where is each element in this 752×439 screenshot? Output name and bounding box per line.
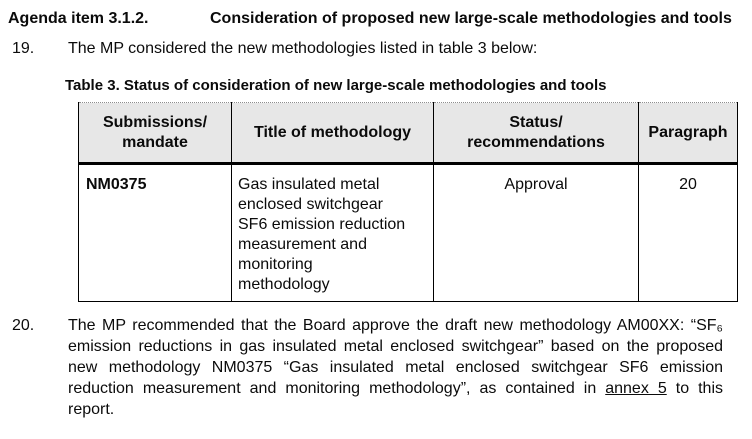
column-header-paragraph: Paragraph bbox=[638, 102, 738, 165]
cell-status-recommendation: Approval bbox=[433, 163, 639, 302]
agenda-item-title: Consideration of proposed new large-scal… bbox=[210, 10, 732, 27]
methodologies-table: Submissions/ mandate Title of methodolog… bbox=[78, 102, 738, 302]
table-caption: Table 3. Status of consideration of new … bbox=[65, 77, 607, 94]
annex-5-link[interactable]: annex 5 bbox=[605, 380, 667, 397]
table-header-row: Submissions/ mandate Title of methodolog… bbox=[78, 102, 738, 165]
table-row: NM0375 Gas insulated metal enclosed swit… bbox=[78, 163, 738, 302]
column-header-submissions-mandate: Submissions/ mandate bbox=[78, 102, 232, 165]
paragraph-20-text-before-annex: The MP recommended that the Board approv… bbox=[68, 317, 723, 397]
cell-paragraph-ref: 20 bbox=[638, 163, 738, 302]
paragraph-19-number: 19. bbox=[12, 40, 35, 57]
paragraph-20-text-after-annex: to this report. bbox=[68, 380, 723, 418]
column-header-title-of-methodology: Title of methodology bbox=[231, 102, 434, 165]
paragraph-20-text: The MP recommended that the Board approv… bbox=[68, 315, 723, 420]
agenda-item-number: Agenda item 3.1.2. bbox=[8, 10, 149, 27]
agenda-heading: Agenda item 3.1.2. Consideration of prop… bbox=[8, 8, 737, 29]
paragraph-20-number: 20. bbox=[12, 317, 35, 334]
paragraph-20: 20. The MP recommended that the Board ap… bbox=[8, 315, 737, 420]
paragraph-19: 19. The MP considered the new methodolog… bbox=[8, 38, 737, 59]
column-header-status-recommendations: Status/ recommendations bbox=[433, 102, 639, 165]
paragraph-19-text: The MP considered the new methodologies … bbox=[68, 40, 538, 57]
cell-submissions-mandate: NM0375 bbox=[78, 163, 232, 302]
cell-methodology-title: Gas insulated metal enclosed switchgear … bbox=[231, 163, 434, 302]
